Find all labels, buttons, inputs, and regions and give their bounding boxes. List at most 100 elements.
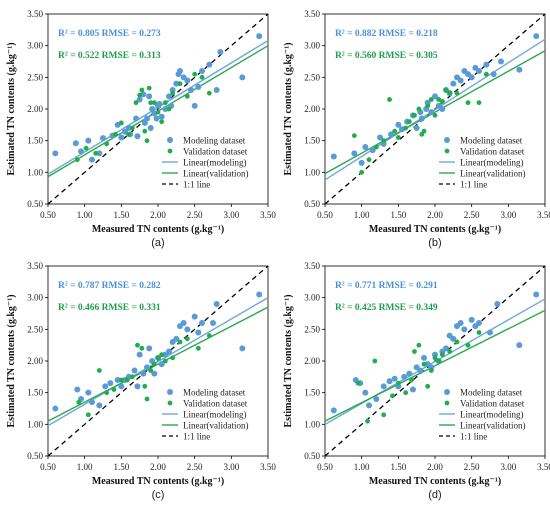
modeling-point bbox=[533, 33, 540, 40]
validation-point bbox=[195, 345, 201, 351]
validation-point bbox=[124, 377, 130, 383]
validation-point bbox=[148, 100, 154, 106]
modeling-point bbox=[96, 402, 103, 409]
x-tick-label: 2.00 bbox=[150, 462, 166, 472]
legend-label: Modeling dataset bbox=[460, 136, 523, 146]
y-tick-label: 3.50 bbox=[27, 9, 43, 19]
modeling-point bbox=[134, 133, 141, 140]
modeling-point bbox=[102, 383, 109, 390]
y-tick-label: 3.00 bbox=[304, 41, 320, 51]
y-axis-label: Estimated TN contents (g.kg⁻¹) bbox=[283, 294, 294, 427]
legend-marker-modeling bbox=[167, 389, 173, 395]
validation-point bbox=[139, 87, 145, 93]
validation-point bbox=[412, 112, 417, 118]
validation-point bbox=[139, 345, 145, 351]
scatter-panel: 0.50 1.00 1.50 2.00 2.50 3.00 3.50 0.50 1.00 1.50… bbox=[283, 261, 550, 501]
legend-label: Modeling dataset bbox=[183, 136, 246, 146]
modeling-point bbox=[395, 121, 402, 128]
validation-point bbox=[465, 100, 471, 106]
y-tick-label: 2.00 bbox=[304, 104, 320, 114]
validation-point bbox=[406, 119, 412, 125]
validation-point bbox=[483, 71, 489, 77]
modeling-point bbox=[428, 109, 435, 116]
modeling-point bbox=[136, 351, 143, 358]
modeling-point bbox=[206, 61, 213, 68]
modeling-point bbox=[72, 140, 79, 147]
legend-label: Modeling dataset bbox=[460, 388, 523, 398]
modeling-point bbox=[177, 68, 183, 74]
modeling-point bbox=[373, 396, 380, 402]
modeling-point bbox=[191, 102, 198, 109]
validation-point bbox=[439, 352, 445, 358]
modeling-point bbox=[195, 83, 202, 90]
legend-label: Linear(validation) bbox=[183, 421, 248, 431]
validation-point bbox=[428, 97, 434, 102]
one-to-one-line bbox=[47, 13, 269, 205]
validation-point bbox=[465, 342, 471, 348]
modeling-point bbox=[162, 106, 169, 112]
x-tick-label: 3.00 bbox=[500, 210, 516, 220]
validation-point bbox=[425, 103, 431, 109]
modeling-point bbox=[377, 134, 383, 141]
validation-point bbox=[162, 100, 168, 106]
panel-label: (c) bbox=[152, 489, 165, 501]
modeling-point bbox=[100, 135, 106, 142]
modeling-point bbox=[136, 96, 143, 103]
y-tick-label: 2.50 bbox=[27, 324, 43, 334]
validation-point bbox=[146, 85, 152, 91]
y-tick-label: 2.50 bbox=[304, 72, 320, 82]
validation-point bbox=[148, 368, 154, 373]
x-tick-label: 1.00 bbox=[77, 210, 93, 220]
legend-marker-validation bbox=[444, 148, 450, 154]
modeling-point bbox=[421, 354, 427, 361]
y-tick-label: 1.00 bbox=[27, 419, 43, 429]
validation-point bbox=[351, 133, 357, 139]
legend-label: Modeling dataset bbox=[183, 388, 246, 398]
y-axis-label: Estimated TN contents (g.kg⁻¹) bbox=[6, 42, 17, 175]
validation-point bbox=[155, 109, 161, 115]
modeling-point bbox=[184, 326, 191, 333]
modeling-point bbox=[158, 113, 165, 120]
validation-point bbox=[76, 399, 82, 405]
y-tick-label: 0.50 bbox=[27, 451, 43, 461]
validation-point bbox=[83, 145, 89, 151]
validation-point bbox=[416, 106, 422, 112]
y-tick-label: 1.00 bbox=[304, 167, 320, 177]
validation-point bbox=[387, 97, 392, 102]
modeling-point bbox=[107, 380, 114, 387]
modeling-point bbox=[140, 370, 147, 377]
validation-point bbox=[447, 349, 453, 354]
modeling-point bbox=[351, 150, 358, 157]
modeling-point bbox=[217, 49, 224, 55]
validation-point bbox=[359, 169, 365, 175]
legend-label: Linear(validation) bbox=[460, 421, 525, 431]
panel-label: (b) bbox=[428, 237, 441, 249]
validation-point bbox=[135, 342, 140, 348]
y-tick-label: 1.50 bbox=[27, 136, 43, 146]
x-tick-label: 3.00 bbox=[223, 462, 239, 472]
y-tick-label: 2.00 bbox=[304, 356, 320, 366]
modeling-point bbox=[149, 106, 156, 112]
validation-point bbox=[432, 355, 438, 361]
legend-marker-validation bbox=[167, 400, 173, 406]
modeling-point bbox=[156, 100, 163, 107]
x-tick-label: 1.50 bbox=[390, 210, 406, 220]
validation-point bbox=[129, 374, 135, 380]
stats-validation: R² = 0.466 RMSE = 0.331 bbox=[58, 303, 161, 313]
modeling-point bbox=[490, 71, 497, 78]
validation-point bbox=[126, 131, 132, 137]
validation-point bbox=[129, 125, 135, 131]
validation-point bbox=[409, 377, 414, 383]
x-tick-label: 2.50 bbox=[464, 210, 480, 220]
stats-validation: R² = 0.425 RMSE = 0.349 bbox=[335, 303, 438, 313]
modeling-point bbox=[199, 320, 205, 326]
validation-point bbox=[373, 144, 379, 150]
modeling-point bbox=[239, 345, 246, 352]
validation-point bbox=[443, 87, 449, 93]
modeling-point bbox=[134, 383, 141, 390]
validation-point bbox=[428, 368, 434, 373]
y-tick-label: 0.50 bbox=[304, 451, 320, 461]
